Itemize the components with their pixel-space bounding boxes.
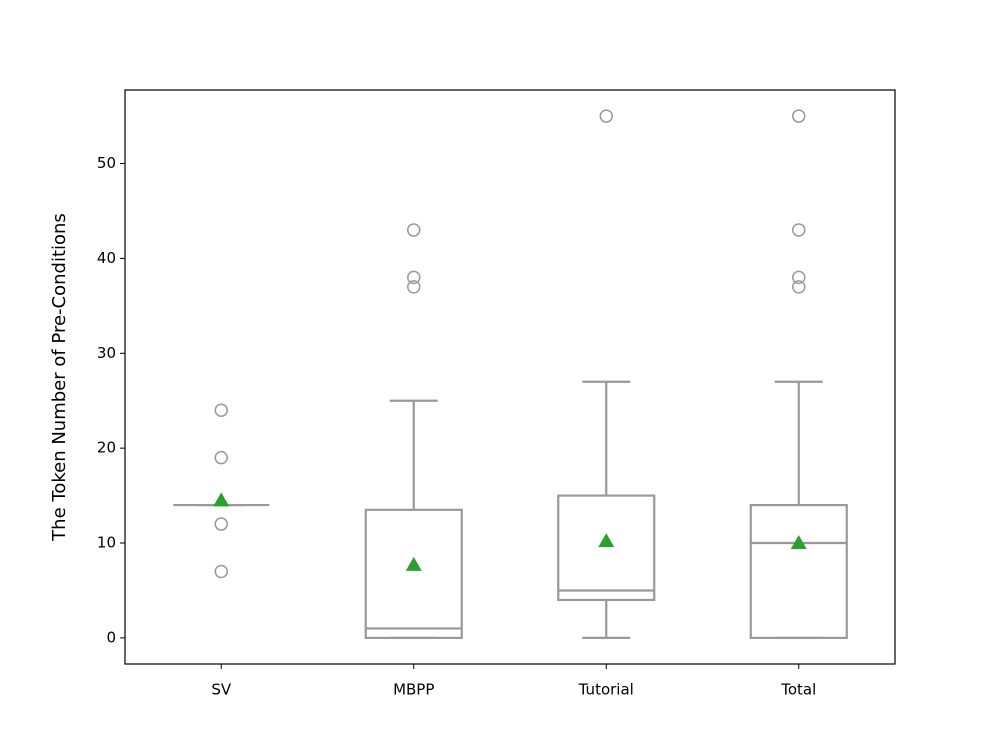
box (749, 503, 848, 640)
x-tick-label: Tutorial (578, 681, 634, 699)
mean-marker (790, 535, 807, 550)
y-tick-label: 30 (97, 344, 116, 362)
y-tick-label: 10 (97, 534, 116, 552)
outlier (599, 109, 613, 123)
y-tick-label: 50 (97, 154, 116, 172)
outlier (214, 403, 228, 417)
x-tick-label: SV (211, 681, 232, 699)
box (557, 494, 656, 602)
y-tick-label: 40 (97, 249, 116, 267)
y-tick-label: 20 (97, 439, 116, 457)
outlier (792, 223, 806, 237)
outlier (792, 280, 806, 294)
box (364, 508, 463, 640)
y-tick-label: 0 (106, 628, 116, 646)
outlier (407, 270, 421, 285)
mean-marker (598, 533, 615, 548)
outlier (792, 270, 806, 285)
outlier (214, 450, 228, 465)
outlier (407, 223, 421, 237)
mean-marker (405, 556, 422, 571)
outlier (792, 109, 806, 123)
y-axis-label: The Token Number of Pre-Conditions (49, 213, 70, 542)
outlier (407, 280, 421, 294)
x-tick-label: Total (780, 681, 816, 699)
outlier (214, 564, 228, 579)
x-tick-label: MBPP (393, 681, 434, 699)
mean-marker (213, 492, 230, 507)
outlier (214, 517, 228, 531)
plot-frame (124, 89, 896, 665)
